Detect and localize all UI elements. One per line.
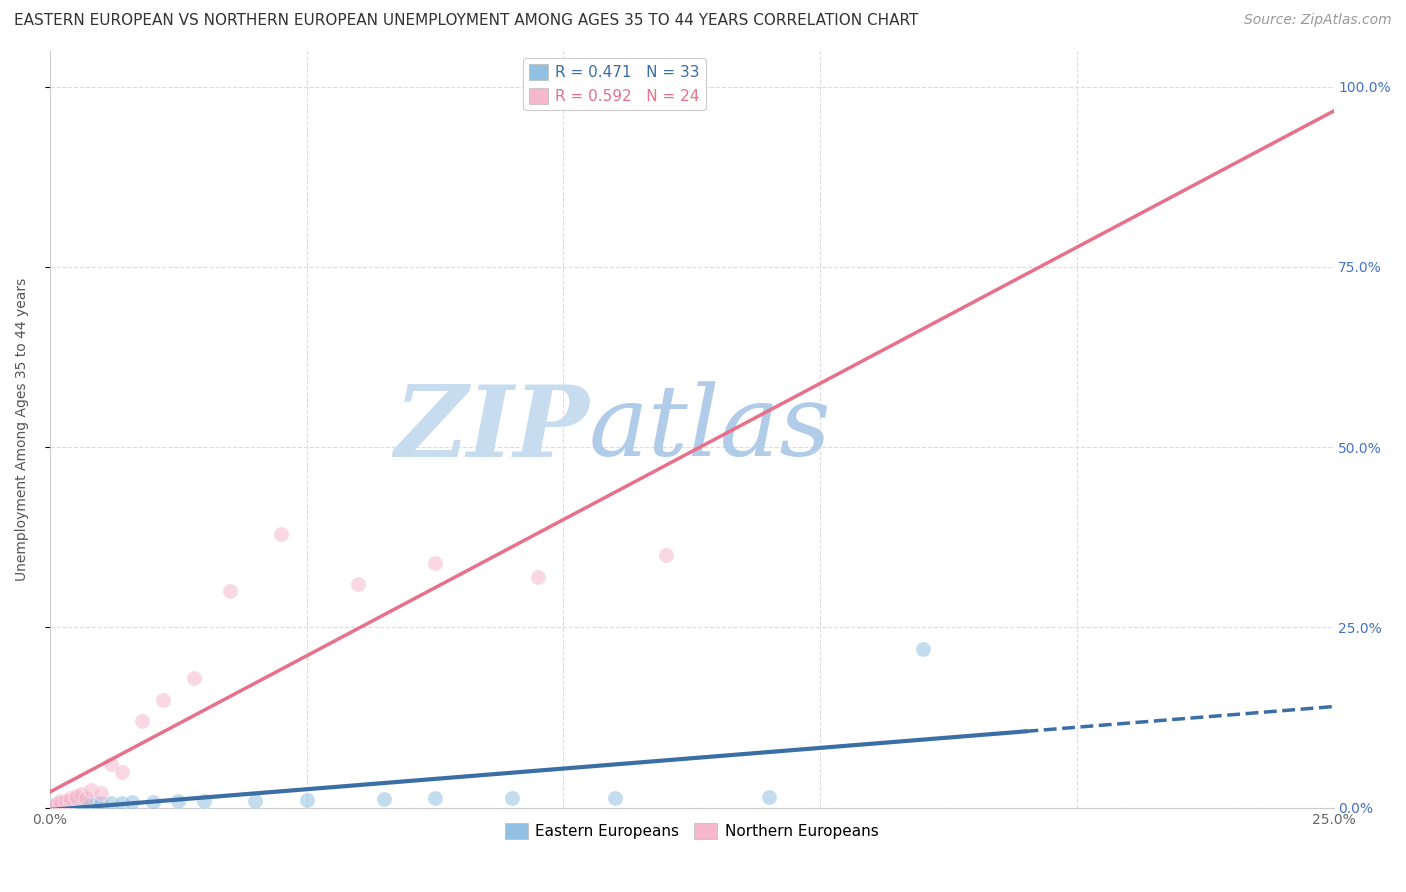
Point — [603, 790, 626, 805]
Point — [69, 797, 91, 811]
Point — [121, 795, 143, 809]
Point — [526, 570, 548, 584]
Point — [75, 791, 97, 805]
Point — [69, 797, 91, 812]
Point — [167, 794, 190, 808]
Point — [347, 577, 370, 591]
Point — [218, 584, 240, 599]
Text: ZIP: ZIP — [394, 381, 589, 477]
Text: atlas: atlas — [589, 382, 832, 477]
Point — [90, 797, 112, 811]
Point — [59, 796, 82, 810]
Point — [423, 556, 446, 570]
Point — [65, 789, 87, 804]
Point — [75, 797, 97, 812]
Point — [59, 798, 82, 813]
Point — [49, 799, 72, 814]
Point — [53, 797, 76, 811]
Text: EASTERN EUROPEAN VS NORTHERN EUROPEAN UNEMPLOYMENT AMONG AGES 35 TO 44 YEARS COR: EASTERN EUROPEAN VS NORTHERN EUROPEAN UN… — [14, 13, 918, 29]
Point — [80, 797, 103, 812]
Legend: Eastern Europeans, Northern Europeans: Eastern Europeans, Northern Europeans — [499, 817, 884, 846]
Point — [911, 642, 934, 657]
Point — [49, 797, 72, 811]
Point — [152, 692, 174, 706]
Point — [49, 794, 72, 808]
Point — [100, 796, 122, 810]
Point — [245, 793, 267, 807]
Point — [193, 794, 215, 808]
Point — [141, 795, 163, 809]
Text: Source: ZipAtlas.com: Source: ZipAtlas.com — [1244, 13, 1392, 28]
Point — [44, 799, 66, 814]
Point — [90, 786, 112, 800]
Point — [44, 798, 66, 813]
Y-axis label: Unemployment Among Ages 35 to 44 years: Unemployment Among Ages 35 to 44 years — [15, 277, 30, 581]
Point — [53, 797, 76, 812]
Point — [65, 797, 87, 812]
Point — [44, 797, 66, 812]
Point — [373, 792, 395, 806]
Point — [49, 797, 72, 811]
Point — [65, 798, 87, 813]
Point — [111, 796, 134, 810]
Point — [295, 793, 318, 807]
Point — [501, 791, 523, 805]
Point — [44, 797, 66, 812]
Point — [80, 782, 103, 797]
Point — [53, 799, 76, 814]
Point — [758, 789, 780, 804]
Point — [59, 791, 82, 805]
Point — [84, 797, 107, 811]
Point — [53, 793, 76, 807]
Point — [183, 671, 205, 685]
Point — [111, 764, 134, 779]
Point — [65, 791, 87, 805]
Point — [100, 757, 122, 772]
Point — [655, 549, 678, 563]
Point — [59, 793, 82, 807]
Point — [69, 787, 91, 801]
Point — [270, 526, 292, 541]
Point — [131, 714, 153, 729]
Point — [423, 791, 446, 805]
Point — [49, 797, 72, 812]
Point — [59, 797, 82, 812]
